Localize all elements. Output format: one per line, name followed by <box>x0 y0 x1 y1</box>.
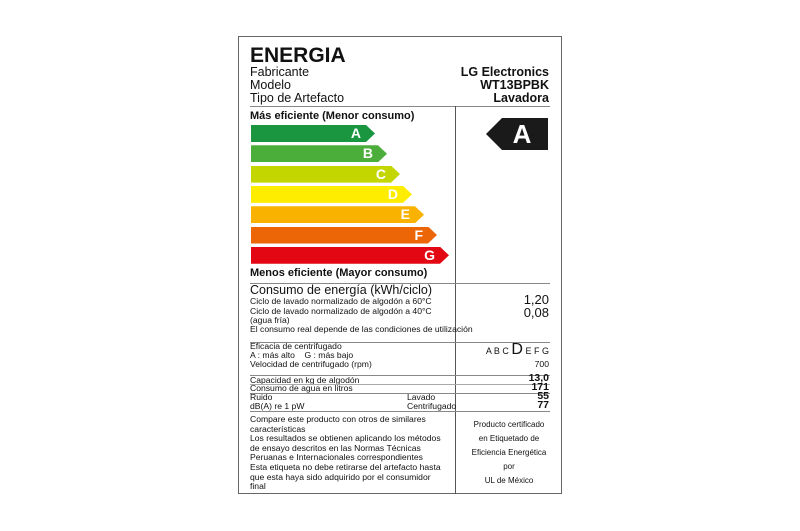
disclaimer-line: Los resultados se obtienen aplicando los… <box>250 433 441 444</box>
divider <box>250 283 550 284</box>
divider <box>250 384 550 385</box>
spin-noise-value: 77 <box>537 399 549 411</box>
capacity-value: 13,0 <box>528 372 549 384</box>
footer-disclaimer: Compare este producto con otros de simil… <box>250 414 441 492</box>
column-divider <box>455 106 456 494</box>
capacity-label: Capacidad en kg de algodón <box>250 375 360 385</box>
energy-label <box>238 36 562 494</box>
disclaimer-line: características <box>250 423 306 434</box>
spin-efficiency-label: Eficacia de centrifugado <box>250 341 342 351</box>
divider <box>250 106 550 107</box>
manufacturer-label: Fabricante <box>250 65 310 79</box>
type-value: Lavadora <box>493 91 549 105</box>
efficiency-bar-g: G <box>251 247 449 264</box>
spin-class-selected: D <box>511 341 523 358</box>
disclaimer-line: final <box>250 481 266 492</box>
consumption-note: El consumo real depende de las condicion… <box>250 324 473 334</box>
efficiency-bar-f: F <box>251 227 437 244</box>
spin-class-scale: A B C D E F G <box>486 341 549 359</box>
divider <box>250 393 550 394</box>
most-efficient-label: Más eficiente (Menor consumo) <box>250 110 415 122</box>
spin-noise-label: Centrifugado <box>407 401 457 411</box>
disclaimer-line: de ensayo descritos en las Normas Técnic… <box>250 442 421 453</box>
certification-line: UL de México <box>484 476 534 485</box>
spin-speed-label: Velocidad de centrifugado (rpm) <box>250 359 372 369</box>
rating-letter: A <box>512 119 532 149</box>
certification-line: por <box>503 462 515 471</box>
consumption-40-value: 0,08 <box>523 305 549 320</box>
divider <box>250 375 550 376</box>
certification-line: Eficiencia Energética <box>471 448 547 457</box>
certification-line: en Etiquetado de <box>478 434 540 443</box>
spin-scale-note: A : más alto G : más bajo <box>250 350 354 360</box>
least-efficient-label: Menos eficiente (Mayor consumo) <box>250 267 428 279</box>
model-label: Modelo <box>250 78 291 92</box>
water-value: 171 <box>531 381 549 393</box>
consumption-title: Consumo de energía (kWh/ciclo) <box>250 283 433 297</box>
spin-classes: E F G <box>525 346 549 356</box>
certification-note: Producto certificado en Etiquetado de Ef… <box>456 418 562 488</box>
disclaimer-line: que esta haya sido adquirido por el cons… <box>250 471 431 482</box>
model-value: WT13BPBK <box>480 78 549 92</box>
disclaimer-line: Peruanas e Internacionales correspondien… <box>250 452 423 463</box>
consumption-60-value: 1,20 <box>523 292 549 307</box>
wash-noise-label: Lavado <box>407 392 436 402</box>
disclaimer-line: Esta etiqueta no debe retirarse del arte… <box>250 461 441 472</box>
efficiency-bar-c: C <box>251 166 400 183</box>
divider <box>250 411 550 412</box>
type-label: Tipo de Artefacto <box>250 91 345 105</box>
efficiency-bar-b: B <box>251 145 387 162</box>
efficiency-bar-d: D <box>251 186 412 203</box>
manufacturer-value: LG Electronics <box>460 65 549 79</box>
consumption-60-label: Ciclo de lavado normalizado de algodón a… <box>250 296 432 306</box>
consumption-40-label: Ciclo de lavado normalizado de algodón a… <box>250 306 432 316</box>
wash-noise-value: 55 <box>537 390 549 402</box>
divider <box>250 342 550 343</box>
efficiency-bar-e: E <box>251 206 424 223</box>
noise-unit: dB(A) re 1 pW <box>250 401 305 411</box>
certification-line: Producto certificado <box>473 420 545 429</box>
disclaimer-line: Compare este producto con otros de simil… <box>250 414 426 424</box>
label-title: ENERGIA <box>250 44 346 67</box>
noise-label: Ruido <box>250 392 273 402</box>
efficiency-bar-a: A <box>251 125 375 142</box>
water-label: Consumo de agua en litros <box>250 383 353 393</box>
spin-speed-value: 700 <box>534 359 549 369</box>
consumption-40-note: (agua fría) <box>250 315 290 325</box>
spin-classes: A B C <box>485 346 509 356</box>
